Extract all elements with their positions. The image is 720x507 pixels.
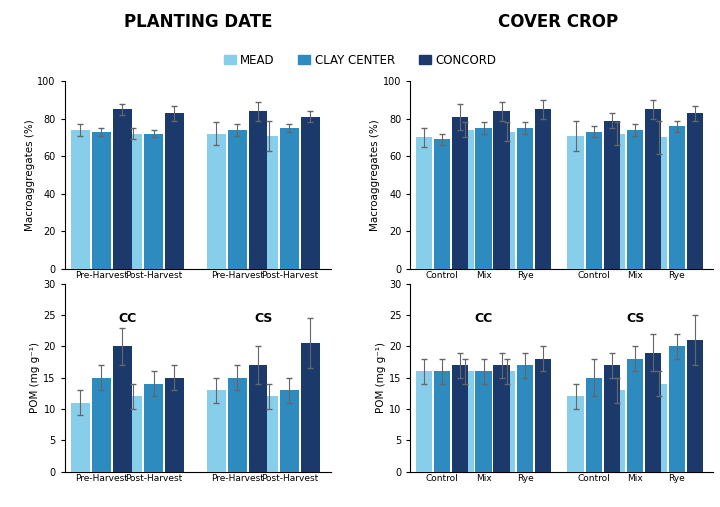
Bar xyxy=(687,113,703,269)
Bar xyxy=(301,343,320,472)
Bar xyxy=(567,396,584,472)
Bar xyxy=(280,390,299,472)
Bar xyxy=(457,130,474,269)
Y-axis label: POM (mg g⁻¹): POM (mg g⁻¹) xyxy=(376,342,386,413)
Bar xyxy=(416,372,432,472)
Bar xyxy=(627,359,643,472)
Bar xyxy=(207,134,225,269)
Bar xyxy=(475,372,492,472)
Bar xyxy=(207,390,225,472)
Bar xyxy=(434,139,450,269)
Bar xyxy=(567,135,584,269)
Bar xyxy=(603,121,620,269)
Bar xyxy=(585,378,602,472)
Bar xyxy=(113,110,132,269)
Bar xyxy=(123,134,142,269)
Bar xyxy=(452,117,468,269)
Bar xyxy=(669,346,685,472)
Bar xyxy=(416,137,432,269)
Bar xyxy=(609,390,625,472)
Bar xyxy=(228,130,246,269)
Bar xyxy=(650,384,667,472)
Bar xyxy=(144,384,163,472)
Bar xyxy=(650,137,667,269)
Bar xyxy=(493,365,510,472)
Text: PLANTING DATE: PLANTING DATE xyxy=(124,13,272,31)
Y-axis label: POM (mg g⁻¹): POM (mg g⁻¹) xyxy=(30,342,40,413)
Bar xyxy=(434,372,450,472)
Bar xyxy=(259,135,278,269)
Bar xyxy=(603,365,620,472)
Bar xyxy=(71,130,90,269)
Text: CS: CS xyxy=(254,312,272,325)
Bar xyxy=(280,128,299,269)
Bar xyxy=(499,372,515,472)
Bar xyxy=(517,128,534,269)
Bar xyxy=(645,110,662,269)
Bar xyxy=(165,113,184,269)
Text: CC: CC xyxy=(474,312,492,325)
Y-axis label: Macroaggregates (%): Macroaggregates (%) xyxy=(24,119,35,231)
Bar xyxy=(144,134,163,269)
Bar xyxy=(228,378,246,472)
Text: CS: CS xyxy=(626,312,644,325)
Bar xyxy=(71,403,90,472)
Bar xyxy=(535,110,552,269)
Bar xyxy=(301,117,320,269)
Bar xyxy=(535,359,552,472)
Legend: MEAD, CLAY CENTER, CONCORD: MEAD, CLAY CENTER, CONCORD xyxy=(219,49,501,71)
Bar xyxy=(248,111,267,269)
Bar xyxy=(165,378,184,472)
Bar xyxy=(475,128,492,269)
Bar xyxy=(123,396,142,472)
Bar xyxy=(517,365,534,472)
Text: COVER CROP: COVER CROP xyxy=(498,13,618,31)
Bar xyxy=(493,111,510,269)
Bar xyxy=(669,126,685,269)
Bar xyxy=(687,340,703,472)
Text: CC: CC xyxy=(118,312,137,325)
Bar xyxy=(452,365,468,472)
Bar xyxy=(645,353,662,472)
Bar xyxy=(92,132,111,269)
Bar xyxy=(499,132,515,269)
Bar xyxy=(92,378,111,472)
Bar xyxy=(259,396,278,472)
Bar xyxy=(248,365,267,472)
Y-axis label: Macroaggregates (%): Macroaggregates (%) xyxy=(370,119,380,231)
Bar xyxy=(457,372,474,472)
Bar xyxy=(585,132,602,269)
Bar xyxy=(113,346,132,472)
Bar xyxy=(609,134,625,269)
Bar xyxy=(627,130,643,269)
